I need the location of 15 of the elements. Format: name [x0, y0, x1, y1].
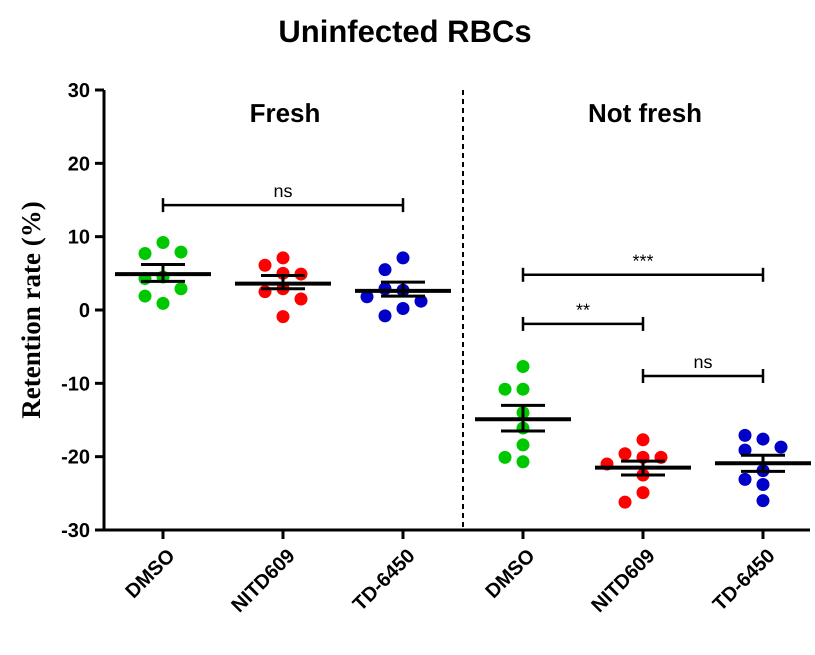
- annotation: ***: [632, 250, 654, 271]
- y-tick-label: 30: [68, 80, 90, 102]
- annotation: ns: [273, 181, 293, 202]
- y-tick-label: 10: [68, 226, 90, 249]
- annotation: Fresh: [250, 98, 320, 128]
- y-tick-label: 0: [78, 300, 90, 322]
- y-tick-label: -30: [61, 520, 90, 542]
- y-tick-label: -10: [61, 373, 90, 396]
- y-tick-label: -20: [61, 446, 90, 469]
- annotation: ns: [693, 352, 713, 372]
- chart-title: Uninfected RBCs: [278, 14, 532, 49]
- y-axis-title: Retention rate (%): [16, 201, 46, 419]
- y-tick-label: 20: [68, 153, 90, 176]
- annotation: **: [576, 300, 590, 320]
- annotation: Not fresh: [588, 98, 702, 128]
